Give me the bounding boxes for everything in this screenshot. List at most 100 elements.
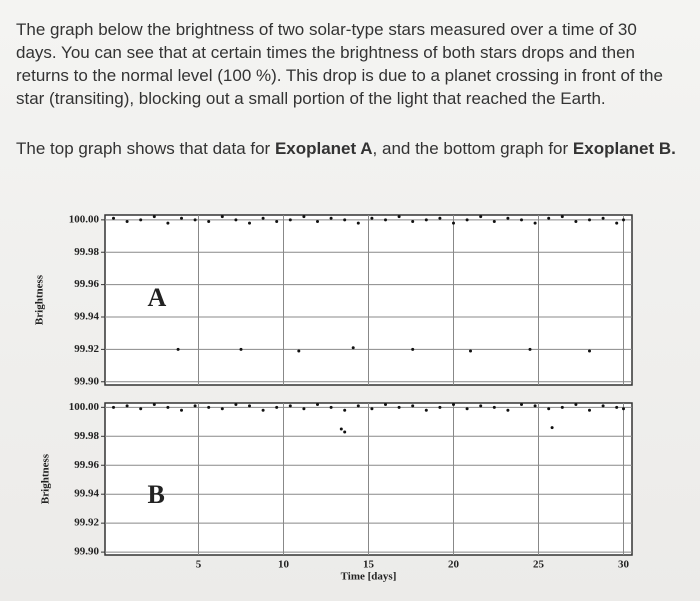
data-point: [528, 347, 532, 351]
y-tick-label: 99.94: [74, 488, 99, 500]
data-point: [343, 430, 347, 434]
y-tick-label: 99.90: [74, 546, 99, 558]
data-point: [588, 408, 591, 412]
data-point: [207, 405, 211, 409]
data-point: [207, 219, 211, 223]
data-point: [343, 408, 347, 412]
y-tick-label: 99.94: [74, 311, 99, 323]
data-point: [139, 218, 143, 222]
data-point: [261, 216, 265, 220]
data-point: [533, 404, 537, 408]
data-point: [112, 405, 115, 409]
data-point: [248, 404, 251, 408]
data-point: [297, 349, 301, 353]
data-point: [622, 407, 625, 411]
data-point: [479, 215, 483, 219]
data-point: [339, 427, 343, 431]
data-point: [492, 405, 496, 409]
data-point: [479, 404, 483, 408]
data-point: [288, 218, 292, 222]
data-point: [302, 407, 306, 411]
data-point: [492, 219, 496, 223]
data-point: [574, 402, 578, 406]
data-point: [560, 405, 564, 409]
data-point: [452, 221, 455, 225]
y-tick-label: 100.00: [69, 213, 100, 225]
data-point: [370, 216, 374, 220]
data-point: [125, 219, 129, 223]
data-point: [139, 407, 143, 411]
data-point: [166, 221, 170, 225]
data-point: [356, 221, 360, 225]
data-point: [261, 408, 265, 412]
x-tick-label: 30: [618, 559, 630, 571]
data-point: [176, 347, 180, 351]
data-point: [397, 215, 401, 219]
y-tick-label: 99.98: [74, 430, 99, 442]
y-axis-label: Brightness: [34, 274, 46, 325]
data-point: [438, 216, 442, 220]
data-point: [351, 346, 355, 350]
x-tick-label: 10: [278, 559, 290, 571]
data-point: [316, 402, 319, 406]
data-point: [384, 218, 387, 222]
data-point: [166, 405, 170, 409]
x-axis-label: Time [days]: [341, 571, 397, 583]
data-point: [465, 407, 469, 411]
data-point: [343, 218, 347, 222]
data-point: [465, 218, 469, 222]
data-point: [125, 404, 129, 408]
data-point: [547, 407, 551, 411]
data-point: [316, 219, 319, 223]
data-point: [384, 402, 387, 406]
data-point: [615, 405, 619, 409]
data-point: [234, 218, 238, 222]
data-point: [356, 404, 360, 408]
bold-text: Exoplanet A: [274, 139, 373, 158]
data-point: [370, 407, 374, 411]
x-tick-label: 15: [363, 559, 375, 571]
data-point: [411, 404, 415, 408]
data-point: [560, 215, 564, 219]
data-point: [601, 404, 605, 408]
data-point: [622, 218, 625, 222]
data-point: [180, 408, 183, 412]
x-tick-label: 5: [196, 559, 202, 571]
text: The top graph shows that data for: [16, 139, 275, 158]
data-point: [452, 402, 455, 406]
x-tick-label: 20: [448, 559, 460, 571]
data-point: [193, 404, 197, 408]
data-point: [533, 221, 537, 225]
data-point: [329, 405, 333, 409]
data-point: [615, 221, 619, 225]
annotation: A: [148, 283, 167, 312]
y-tick-label: 99.96: [74, 459, 99, 471]
x-tick-label: 25: [533, 559, 545, 571]
y-tick-label: 99.98: [74, 246, 99, 258]
y-tick-label: 99.92: [74, 517, 99, 529]
data-point: [550, 426, 554, 430]
data-point: [302, 215, 306, 219]
data-point: [411, 219, 415, 223]
data-point: [248, 221, 251, 225]
data-point: [520, 402, 523, 406]
data-point: [506, 408, 510, 412]
data-point: [220, 215, 224, 219]
data-point: [397, 405, 401, 409]
data-point: [438, 405, 442, 409]
annotation: B: [148, 480, 165, 509]
y-tick-label: 99.92: [74, 343, 99, 355]
data-point: [288, 404, 292, 408]
text: , and the bottom graph for: [372, 139, 573, 158]
data-point: [152, 402, 156, 406]
data-point: [411, 347, 415, 351]
data-point: [234, 402, 238, 406]
y-tick-label: 100.00: [69, 401, 100, 413]
data-point: [239, 347, 243, 351]
data-point: [112, 216, 115, 220]
y-axis-label: Brightness: [40, 453, 52, 504]
data-point: [588, 349, 591, 353]
data-point: [469, 349, 472, 353]
y-tick-label: 99.96: [74, 278, 99, 290]
